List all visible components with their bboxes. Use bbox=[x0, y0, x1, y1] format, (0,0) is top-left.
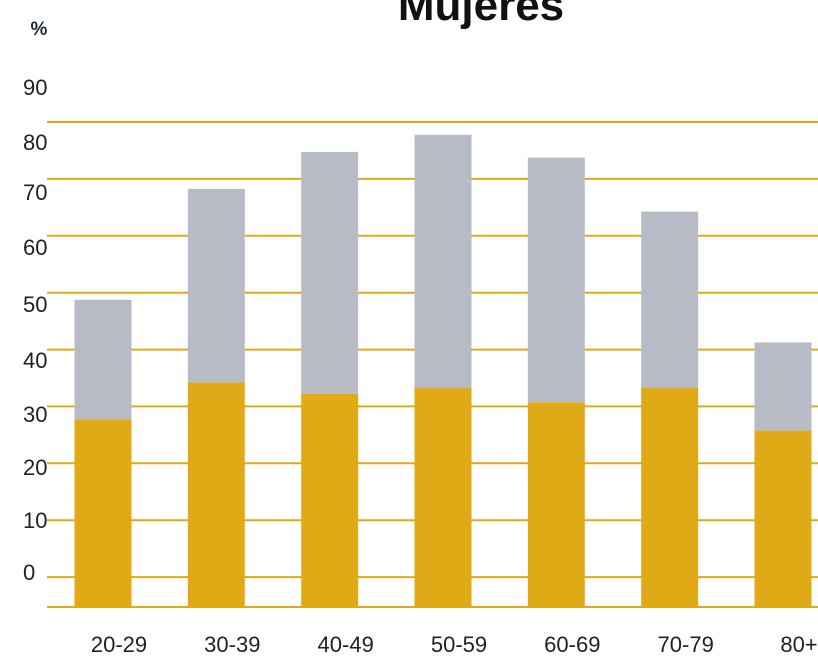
x-tick-label: 50-59 bbox=[431, 632, 487, 657]
y-tick-label: 30 bbox=[23, 402, 47, 427]
bar-segment-upper bbox=[414, 134, 472, 388]
bars bbox=[74, 134, 812, 607]
bar-segment-lower bbox=[527, 402, 585, 607]
bar-segment-lower bbox=[641, 388, 699, 607]
y-tick-label: 0 bbox=[23, 560, 35, 585]
x-tick-label: 20-29 bbox=[91, 632, 147, 657]
y-tick-label: 50 bbox=[23, 292, 47, 317]
bar-segment-upper bbox=[301, 151, 359, 394]
y-tick-label: 60 bbox=[23, 235, 47, 260]
y-tick-label: 90 bbox=[23, 75, 47, 100]
bar-segment-upper bbox=[74, 299, 132, 420]
y-axis: 90 80 70 60 50 40 30 20 10 0 bbox=[23, 75, 47, 585]
y-tick-label: 10 bbox=[23, 508, 47, 533]
x-tick-label: 70-79 bbox=[658, 632, 714, 657]
bar-segment-upper bbox=[527, 157, 585, 403]
bar-segment-upper bbox=[754, 342, 812, 431]
y-tick-label: 80 bbox=[23, 130, 47, 155]
x-tick-label: 30-39 bbox=[204, 632, 260, 657]
x-tick-label: 40-49 bbox=[318, 632, 374, 657]
y-tick-label: 40 bbox=[23, 348, 47, 373]
bar-segment-upper bbox=[187, 188, 245, 383]
bar-segment-lower bbox=[754, 430, 812, 607]
y-tick-label: 20 bbox=[23, 455, 47, 480]
chart-title: Mujeres bbox=[398, 0, 564, 30]
x-tick-label: 80+ bbox=[780, 632, 817, 657]
bar-segment-lower bbox=[187, 382, 245, 607]
y-tick-label: 70 bbox=[23, 180, 47, 205]
bar-segment-upper bbox=[641, 211, 699, 388]
bar-segment-lower bbox=[74, 419, 132, 607]
y-unit-label: % bbox=[31, 19, 48, 40]
x-tick-label: 60-69 bbox=[544, 632, 600, 657]
x-axis: 20-29 30-39 40-49 50-59 60-69 70-79 80+ bbox=[91, 632, 818, 657]
bar-segment-lower bbox=[414, 388, 472, 607]
bar-segment-lower bbox=[301, 393, 359, 607]
